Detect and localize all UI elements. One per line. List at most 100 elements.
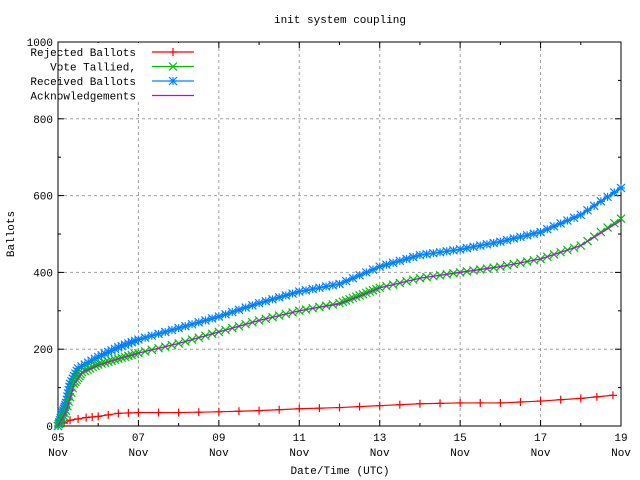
data-point-marker [516, 232, 525, 242]
data-point-marker [180, 321, 190, 331]
marker-stroke [160, 327, 170, 337]
series-group [53, 183, 626, 431]
x-tick-label-month: Nov [611, 448, 631, 460]
marker-stroke [609, 187, 619, 197]
data-point-marker [104, 410, 113, 419]
marker-stroke [241, 303, 251, 313]
marker-stroke [395, 256, 405, 266]
marker-stroke [542, 224, 552, 234]
data-point-marker [194, 317, 204, 327]
x-tick-label-day: 11 [293, 433, 307, 445]
marker-stroke [261, 296, 271, 306]
marker-stroke [355, 270, 365, 280]
y-tick-label: 200 [33, 345, 53, 357]
marker-stroke [167, 325, 177, 335]
data-point [536, 227, 545, 237]
data-point-marker [381, 260, 391, 270]
marker-stroke [207, 314, 217, 323]
marker-stroke [536, 227, 545, 237]
series-received-ballots [53, 183, 626, 431]
marker-stroke [154, 329, 163, 339]
data-point-marker [355, 402, 364, 411]
marker-stroke [596, 196, 606, 206]
marker-stroke [328, 299, 338, 309]
data-point-marker [314, 283, 324, 293]
legend-label: Rejected Ballots [30, 48, 136, 60]
marker-stroke [308, 284, 318, 294]
data-point [174, 408, 183, 417]
data-point-marker [408, 252, 418, 262]
data-point-marker [556, 219, 566, 228]
x-tick-label-month: Nov [209, 448, 229, 460]
data-point [114, 409, 123, 418]
data-point [495, 237, 505, 247]
x-tick-label-month: Nov [289, 448, 309, 460]
data-point-marker [395, 400, 404, 409]
data-point [415, 399, 424, 408]
marker-stroke [616, 183, 626, 193]
x-tick-label-day: 05 [51, 433, 64, 445]
data-point-marker [583, 205, 592, 215]
data-point [576, 394, 585, 403]
data-point [616, 183, 626, 193]
data-point-marker [154, 329, 163, 339]
marker-stroke [168, 62, 178, 71]
series-line [57, 220, 622, 427]
data-point [94, 412, 103, 421]
data-point [93, 360, 103, 369]
y-axis-label: Ballots [6, 211, 18, 257]
data-point-marker [201, 315, 210, 325]
data-point [576, 210, 586, 220]
marker-stroke [462, 243, 472, 253]
chart-title: init system coupling [274, 15, 406, 27]
marker-stroke [335, 279, 344, 289]
data-point-marker [234, 407, 243, 416]
data-point-marker [596, 196, 606, 206]
data-point-marker [281, 291, 291, 300]
data-point [254, 298, 264, 308]
data-point-marker [341, 276, 351, 286]
marker-stroke [288, 289, 298, 298]
marker-stroke [321, 282, 331, 291]
x-tick-label-day: 13 [373, 433, 386, 445]
data-point-marker [436, 399, 445, 408]
x-tick-label-month: Nov [129, 448, 149, 460]
data-point-marker [603, 192, 613, 202]
marker-stroke [247, 300, 257, 310]
data-point-marker [589, 201, 599, 211]
marker-stroke [428, 248, 438, 258]
data-point [616, 214, 626, 224]
marker-stroke [455, 244, 465, 254]
data-point-marker [241, 303, 251, 313]
series-rejected-ballots [54, 391, 617, 430]
data-point-marker [522, 230, 532, 240]
marker-stroke [254, 298, 264, 308]
data-point-marker [542, 224, 552, 234]
data-point-marker [74, 414, 83, 423]
data-point-marker [261, 296, 271, 306]
marker-stroke [435, 247, 445, 257]
data-point-marker [147, 331, 157, 341]
data-point-marker [361, 267, 371, 277]
plot-border [57, 41, 622, 427]
marker-stroke [442, 246, 452, 256]
data-point-marker [207, 314, 217, 323]
legend-marker [168, 62, 178, 71]
data-point [214, 312, 224, 321]
marker-stroke [274, 292, 284, 302]
data-point-marker [221, 309, 230, 319]
data-point [608, 391, 617, 400]
marker-stroke [408, 252, 418, 262]
data-point-marker [227, 307, 237, 317]
data-point-marker [562, 216, 572, 225]
marker-stroke [475, 241, 485, 250]
data-point-marker [234, 305, 244, 315]
data-point-marker [355, 270, 365, 280]
y-tick-label: 800 [33, 115, 53, 127]
data-point-marker [160, 327, 170, 337]
data-point [294, 287, 304, 297]
y-tick-label: 0 [46, 422, 53, 434]
data-point [174, 323, 184, 333]
data-point-marker [194, 408, 203, 417]
marker-stroke [502, 235, 512, 245]
